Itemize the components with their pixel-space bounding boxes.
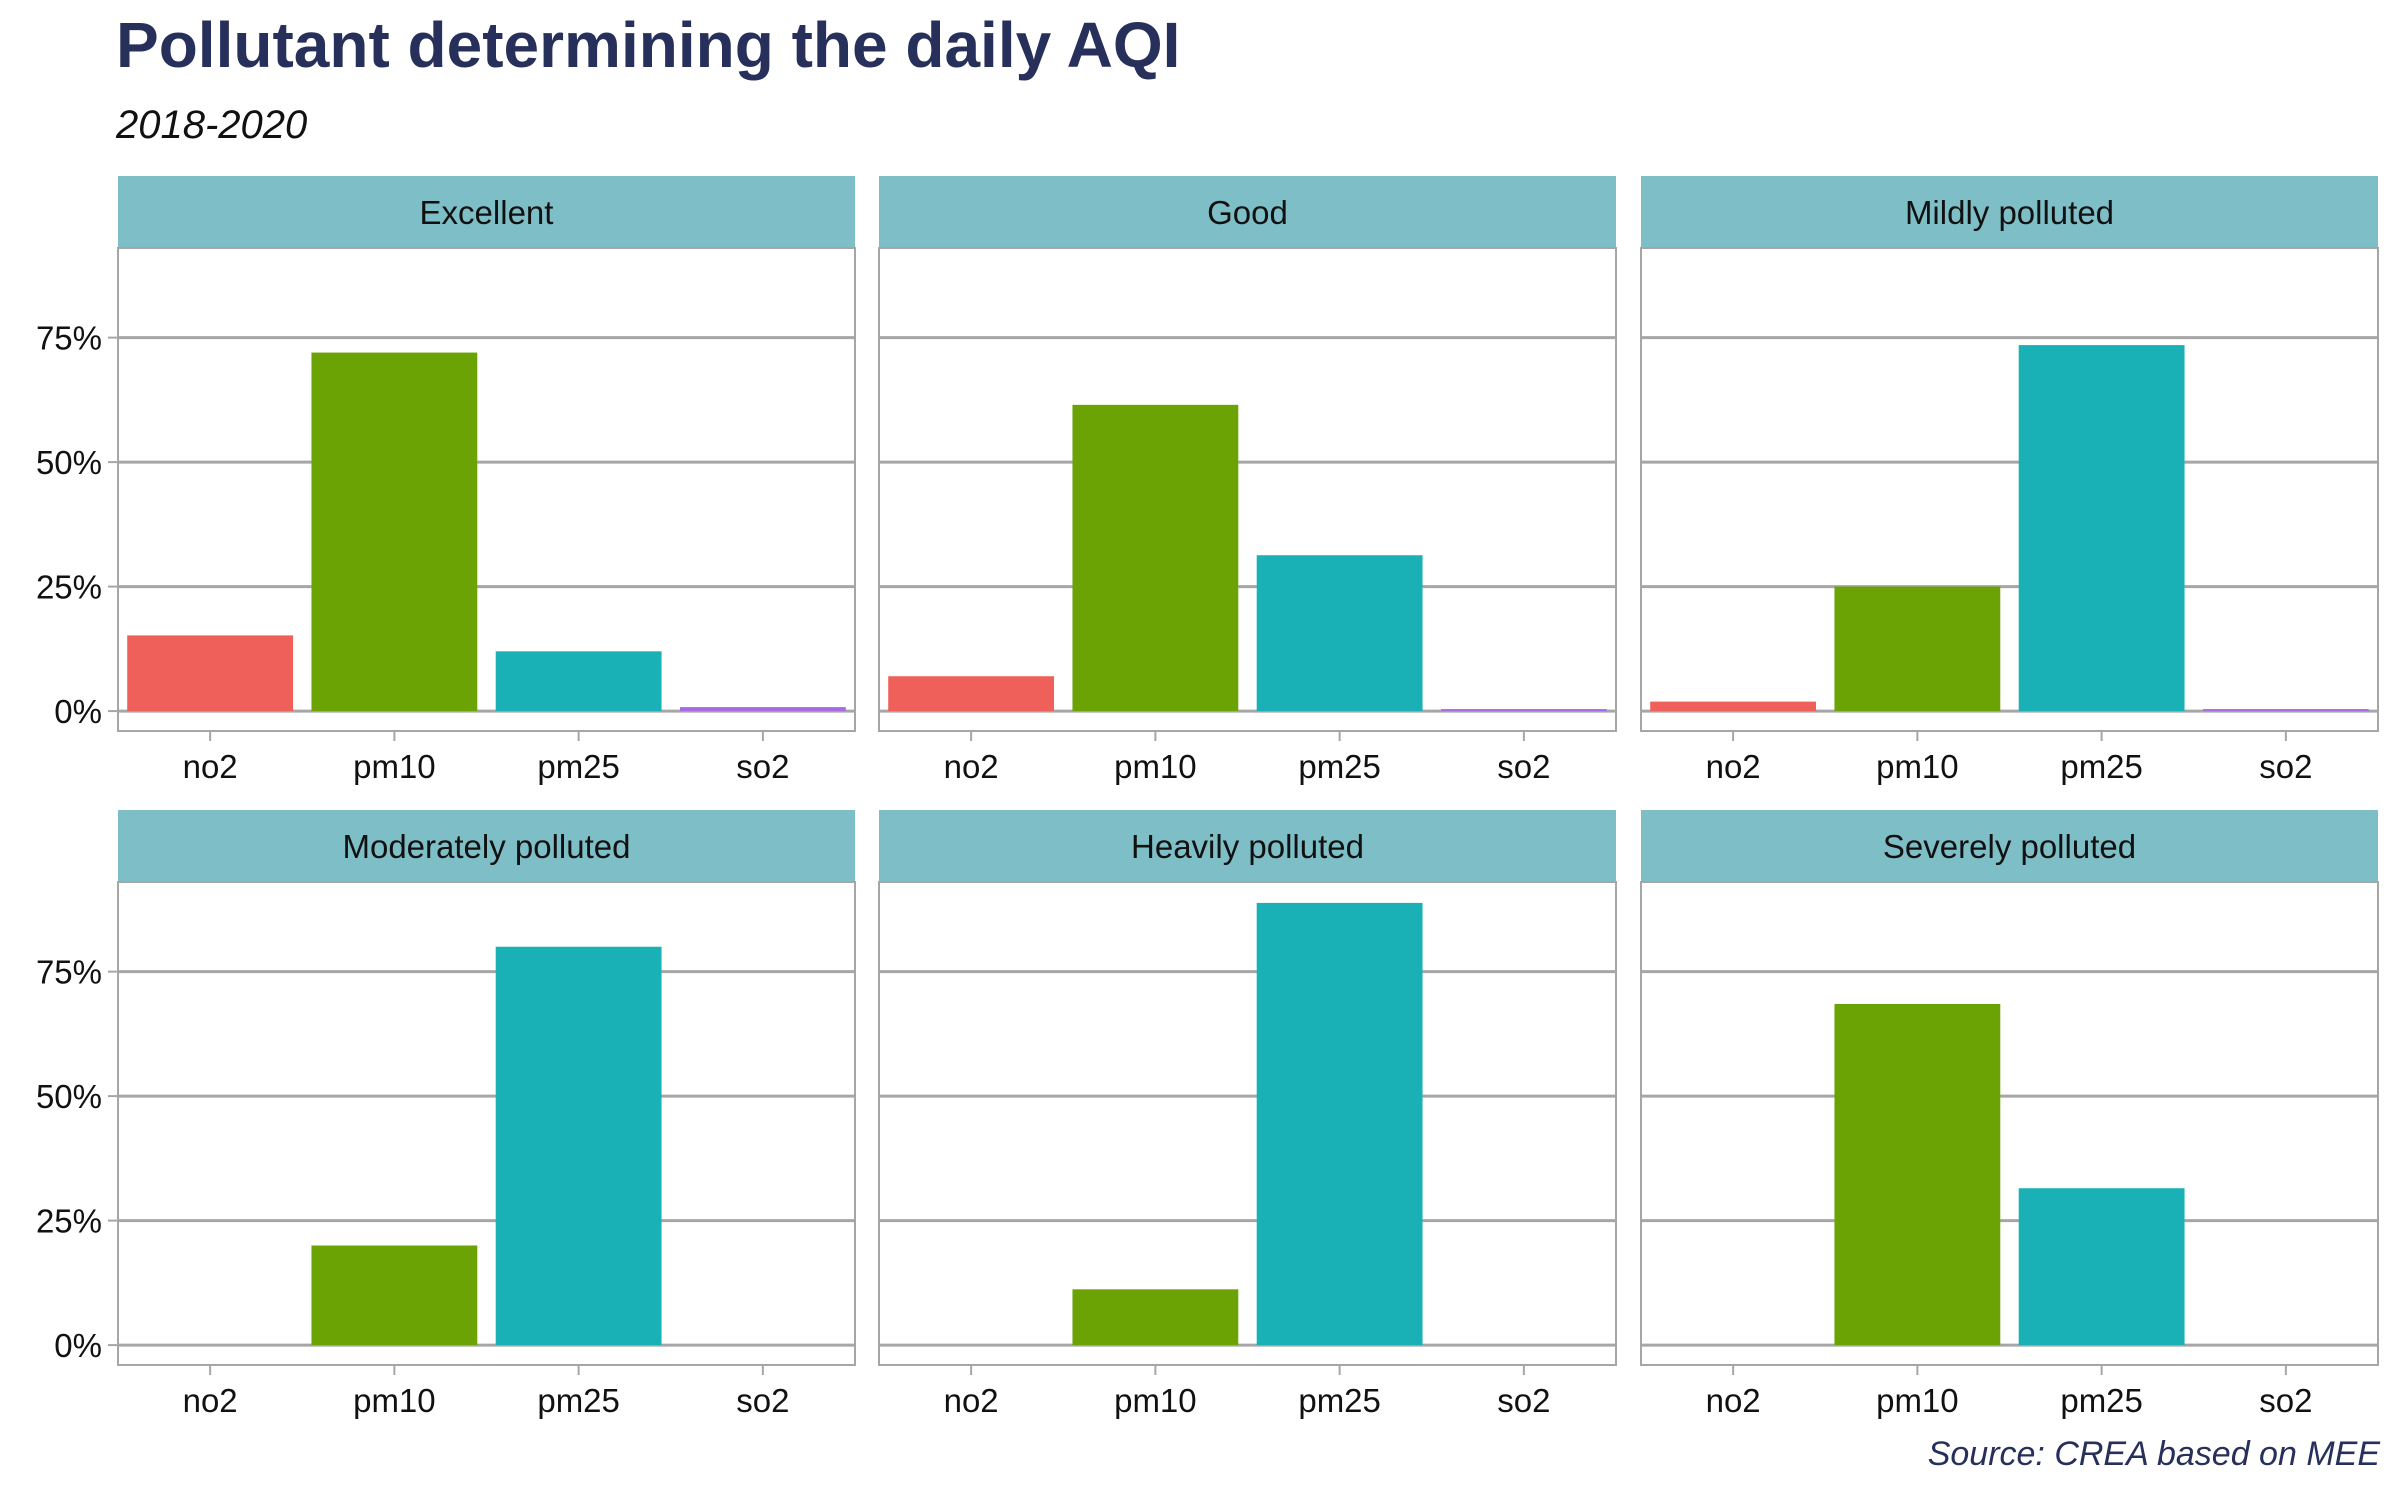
x-tick-label: pm25 <box>1298 1382 1381 1419</box>
facet-strip-excellent <box>118 176 855 248</box>
bar-so2 <box>2202 709 2369 712</box>
x-tick-label: so2 <box>1497 748 1550 785</box>
facet-label-mildly-polluted: Mildly polluted <box>1905 194 2114 231</box>
facet-panel-severely-polluted <box>1640 881 2379 1366</box>
y-tick-label: 75% <box>36 954 102 991</box>
facet-strip-good <box>879 176 1616 248</box>
bar-pm25 <box>1256 555 1423 712</box>
y-tick-label: 25% <box>36 1203 102 1240</box>
y-tick-label: 0% <box>54 693 102 730</box>
bar-pm10 <box>1834 586 2001 712</box>
x-tick-label: pm10 <box>1876 748 1959 785</box>
bar-pm25 <box>2018 345 2185 712</box>
x-tick-label: no2 <box>1706 748 1761 785</box>
bar-pm10 <box>1072 1289 1239 1346</box>
bar-so2 <box>679 707 846 712</box>
x-tick-label: pm25 <box>2060 748 2143 785</box>
facet-label-severely-polluted: Severely polluted <box>1883 828 2136 865</box>
facet-strip-heavily-polluted <box>879 810 1616 882</box>
facet-label-heavily-polluted: Heavily polluted <box>1131 828 1364 865</box>
facet-label-excellent: Excellent <box>420 194 554 231</box>
chart-title: Pollutant determining the daily AQI <box>116 9 1181 81</box>
bar-pm10 <box>1834 1003 2001 1346</box>
source-caption: Source: CREA based on MEE <box>1927 1435 2380 1473</box>
bar-pm25 <box>495 946 662 1346</box>
bar-pm10 <box>311 352 478 712</box>
x-tick-label: so2 <box>2259 748 2312 785</box>
bar-pm25 <box>1256 902 1423 1346</box>
facet-panel-good <box>878 247 1617 732</box>
bar-pm25 <box>495 651 662 712</box>
x-tick-label: pm10 <box>1114 748 1197 785</box>
x-tick-label: pm25 <box>1298 748 1381 785</box>
x-tick-label: pm25 <box>537 748 620 785</box>
bar-pm25 <box>2018 1188 2185 1346</box>
facet-strip-mildly-polluted <box>1641 176 2378 248</box>
y-tick-label: 50% <box>36 444 102 481</box>
x-tick-label: no2 <box>183 1382 238 1419</box>
x-tick-label: pm25 <box>537 1382 620 1419</box>
x-tick-label: so2 <box>1497 1382 1550 1419</box>
x-tick-label: no2 <box>183 748 238 785</box>
x-tick-label: pm25 <box>2060 1382 2143 1419</box>
facet-label-moderately-polluted: Moderately polluted <box>342 828 630 865</box>
x-tick-label: so2 <box>2259 1382 2312 1419</box>
facet-panel-heavily-polluted <box>878 881 1617 1366</box>
facet-strip-severely-polluted <box>1641 810 2378 882</box>
x-tick-label: no2 <box>1706 1382 1761 1419</box>
x-tick-label: no2 <box>944 1382 999 1419</box>
facet-strip-moderately-polluted <box>118 810 855 882</box>
bar-so2 <box>1440 709 1607 712</box>
facet-panel-mildly-polluted <box>1640 247 2379 732</box>
chart-subtitle: 2018-2020 <box>116 103 308 147</box>
x-tick-label: pm10 <box>1876 1382 1959 1419</box>
bar-pm10 <box>311 1245 478 1346</box>
x-tick-label: so2 <box>736 1382 789 1419</box>
bar-no2 <box>888 676 1055 712</box>
x-tick-label: pm10 <box>353 1382 436 1419</box>
x-tick-label: pm10 <box>1114 1382 1197 1419</box>
bar-no2 <box>1650 701 1817 712</box>
bar-pm10 <box>1072 404 1239 712</box>
x-tick-label: so2 <box>736 748 789 785</box>
bar-no2 <box>127 635 294 712</box>
y-tick-label: 50% <box>36 1078 102 1115</box>
y-tick-label: 25% <box>36 569 102 606</box>
x-tick-label: no2 <box>944 748 999 785</box>
facet-label-good: Good <box>1207 194 1288 231</box>
y-tick-label: 75% <box>36 320 102 357</box>
facet-panel-moderately-polluted <box>117 881 856 1366</box>
y-tick-label: 0% <box>54 1327 102 1364</box>
x-tick-label: pm10 <box>353 748 436 785</box>
